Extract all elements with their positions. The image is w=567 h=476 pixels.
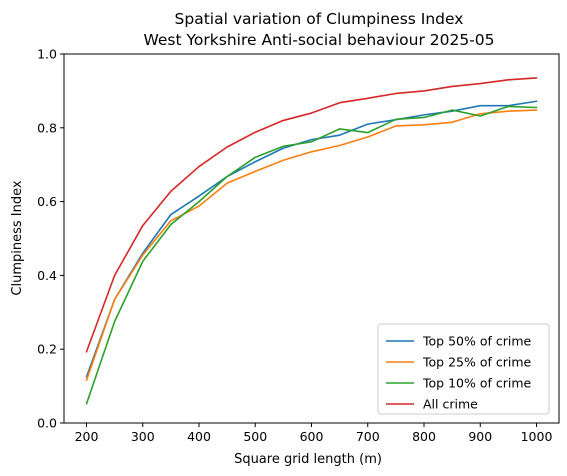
x-tick-label: 900 <box>468 429 492 444</box>
legend-label-1: Top 50% of crime <box>422 334 532 349</box>
series-line-2 <box>85 109 538 382</box>
y-tick-label: 0.6 <box>37 194 57 209</box>
x-tick-label: 400 <box>187 429 211 444</box>
series-line-1 <box>85 100 538 378</box>
y-tick-label: 1.0 <box>37 47 57 62</box>
x-tick-label: 500 <box>243 429 267 444</box>
x-tick-label: 300 <box>131 429 155 444</box>
x-tick-label: 600 <box>300 429 324 444</box>
y-tick-label: 0.8 <box>37 120 57 135</box>
x-tick-label: 1000 <box>521 429 553 444</box>
series-line-4 <box>85 77 538 353</box>
y-axis-label: Clumpiness Index <box>10 180 25 295</box>
x-tick-label: 700 <box>356 429 380 444</box>
chart-subtitle: West Yorkshire Anti-social behaviour 202… <box>143 31 494 49</box>
y-tick-label: 0.2 <box>37 342 57 357</box>
y-tick-label: 0.4 <box>37 268 57 283</box>
legend-box <box>377 323 550 415</box>
legend-items: Top 50% of crime Top 25% of crime Top 10% … <box>386 334 532 412</box>
ticks-layer: 200 300 400 500 600 700 800 900 1000 0.0 0.2 0.4 0.6… <box>37 47 552 445</box>
legend-label-4: All crime <box>423 397 478 412</box>
series-layer <box>85 77 538 405</box>
chart-title: Spatial variation of Clumpiness Index <box>175 10 464 28</box>
x-tick-label: 800 <box>412 429 436 444</box>
y-tick-label: 0.0 <box>37 416 57 431</box>
legend: Top 50% of crime Top 25% of crime Top 10% … <box>377 323 550 415</box>
legend-label-2: Top 25% of crime <box>422 355 532 370</box>
x-axis-label: Square grid length (m) <box>234 452 382 467</box>
legend-label-3: Top 10% of crime <box>422 376 532 391</box>
series-line-3 <box>85 105 538 405</box>
x-tick-label: 200 <box>75 429 99 444</box>
